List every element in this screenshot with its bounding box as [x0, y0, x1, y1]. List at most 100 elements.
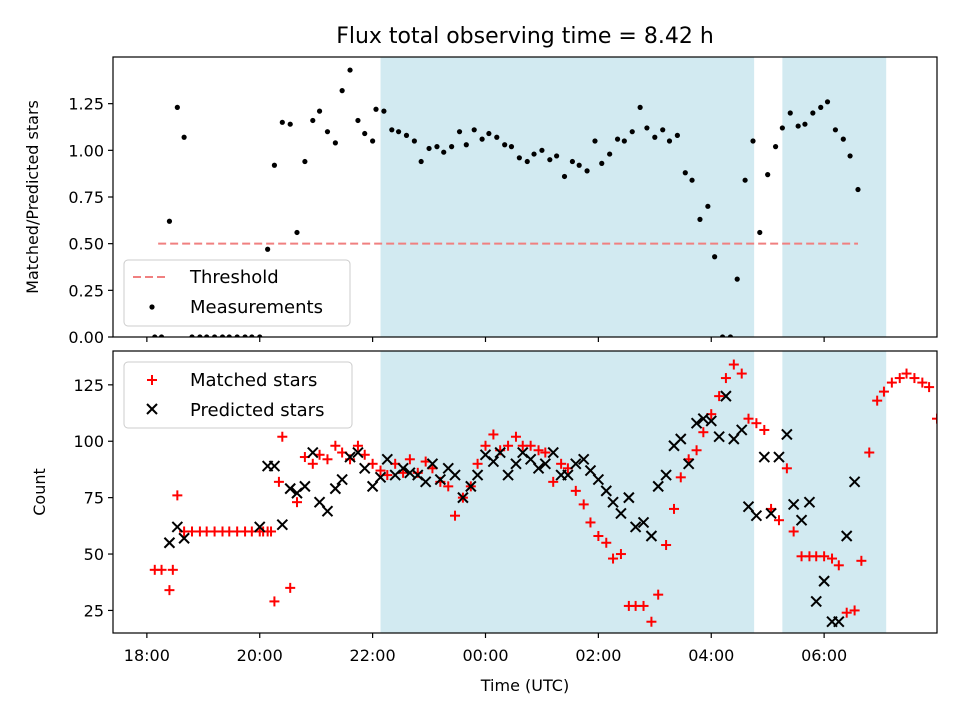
x-tick-label: 04:00: [688, 646, 734, 665]
x-b: [510, 458, 522, 470]
observing-window-1: [380, 57, 755, 337]
measurement-point: [381, 108, 387, 114]
measurement-point: [219, 334, 226, 337]
x-b: [773, 451, 785, 463]
x-b: [146, 403, 158, 415]
measurement-point: [449, 144, 455, 150]
x-b: [765, 507, 777, 520]
measurement-point: [279, 119, 285, 125]
matched-star-point: [488, 429, 499, 440]
measurement-point: [389, 127, 395, 133]
predicted-star-point: [833, 616, 845, 628]
matched-star-point: [653, 589, 664, 600]
x-b: [397, 462, 409, 475]
measurement-point: [697, 216, 703, 222]
x-b: [584, 464, 597, 477]
measurement-point: [204, 334, 210, 337]
measurement-point: [779, 125, 785, 131]
measurement-point: [576, 162, 582, 168]
measurement-point: [362, 130, 368, 137]
predicted-star-point: [803, 496, 816, 508]
measurement-point: [840, 136, 846, 142]
y-tick-label: 125: [73, 376, 104, 395]
measurement-point: [765, 172, 771, 178]
predicted-star-point: [532, 462, 545, 475]
matched-star-point: [691, 445, 702, 456]
axes-frame: [112, 350, 938, 634]
measurement-point: [682, 170, 688, 176]
measurement-point: [287, 121, 293, 127]
data-layer: [152, 67, 861, 337]
predicted-star-point: [818, 575, 830, 587]
x-b: [742, 500, 755, 513]
observing-window-1: [380, 351, 755, 633]
matched-star-point: [273, 476, 284, 487]
measurement-point: [705, 203, 711, 209]
x-b: [254, 521, 266, 533]
predicted-star-point: [713, 431, 725, 443]
matched-star-point: [909, 373, 920, 384]
predicted-star-point: [471, 469, 484, 481]
measurement-point: [734, 276, 740, 282]
x-b: [720, 390, 732, 402]
predicted-star-point: [434, 473, 447, 486]
observing-window-2: [782, 351, 887, 633]
measurement-point: [818, 104, 824, 110]
matched-star-point: [759, 424, 770, 435]
y-tick-label: 1.25: [68, 95, 104, 114]
legend-box: [123, 259, 351, 327]
legend-predicted-label: Predicted stars: [190, 400, 324, 421]
matched-star-point: [277, 431, 288, 442]
measurement-point: [508, 144, 515, 150]
legend-box: [123, 361, 353, 429]
measurement-point: [441, 149, 447, 155]
measurement-point: [310, 117, 316, 124]
matched-star-point: [864, 447, 875, 458]
measurement-point: [494, 134, 500, 140]
legend-threshold-label: Threshold: [189, 267, 279, 288]
y-tick-label: 0.25: [68, 281, 104, 300]
x-b: [795, 514, 808, 526]
legend-predicted-swatch: [146, 403, 158, 415]
measurement-point: [411, 138, 417, 144]
x-b: [705, 415, 717, 427]
x-b: [321, 505, 334, 517]
x-tick-label: 22:00: [350, 646, 396, 665]
matched-star-point: [827, 553, 838, 564]
predicted-star-point: [795, 514, 808, 526]
x-b: [487, 455, 500, 468]
measurement-point: [242, 334, 248, 337]
measurement-point: [847, 153, 853, 159]
predicted-star-point: [344, 451, 356, 463]
predicted-star-point: [750, 509, 763, 522]
x-b: [532, 462, 545, 475]
x-b: [313, 496, 326, 508]
predicted-star-point: [404, 467, 416, 479]
predicted-star-point: [307, 446, 319, 459]
matched-star-point: [167, 564, 178, 575]
measurement-point: [531, 151, 537, 157]
predicted-star-point: [781, 428, 793, 441]
x-b: [404, 467, 416, 479]
x-b: [359, 462, 371, 475]
matched-star-point: [164, 585, 175, 596]
predicted-star-point: [765, 507, 777, 520]
predicted-star-point: [524, 453, 537, 465]
matched-star-point: [266, 526, 277, 537]
x-b: [329, 482, 342, 495]
x-b: [517, 446, 529, 459]
chart-title: Flux total observing time = 8.42 h: [336, 24, 714, 49]
measurement-point: [757, 229, 763, 236]
measurement-point: [211, 334, 218, 337]
x-b: [539, 458, 552, 470]
predicted-star-point: [510, 458, 522, 470]
matched-star-point: [675, 472, 686, 483]
matched-star-point: [661, 540, 672, 551]
matched-star-point: [781, 463, 792, 474]
predicted-star-point: [570, 458, 582, 470]
predicted-star-point: [742, 500, 755, 513]
legend: Threshold Measurements: [123, 259, 351, 327]
predicted-star-point: [660, 469, 672, 481]
x-b: [171, 521, 184, 533]
